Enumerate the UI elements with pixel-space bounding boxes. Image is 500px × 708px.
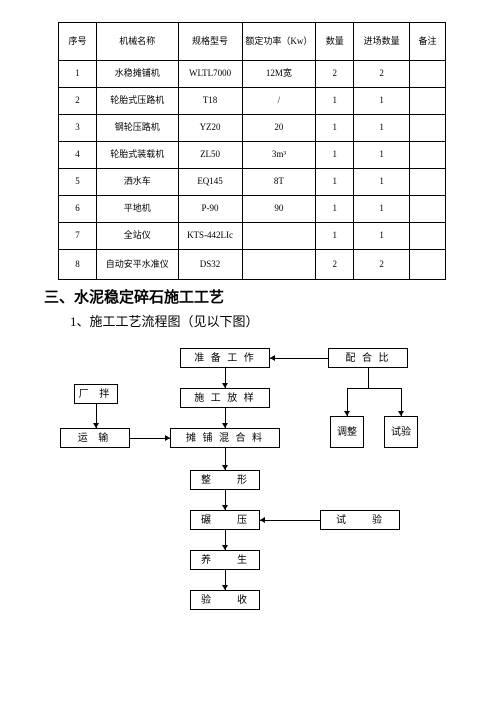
cell: 2: [316, 61, 354, 88]
node-factory: 厂 拌: [74, 384, 118, 404]
cell: 1: [316, 169, 354, 196]
edge: [368, 368, 369, 388]
arrow-down-icon: [222, 505, 228, 510]
cell: 1: [59, 61, 97, 88]
cell: 2: [316, 250, 354, 280]
node-cure: 养 生: [190, 550, 260, 570]
cell: [410, 169, 446, 196]
cell: 3: [59, 115, 97, 142]
arrow-down-icon: [222, 383, 228, 388]
arrow-down-icon: [222, 465, 228, 470]
cell: 1: [316, 196, 354, 223]
edge: [130, 438, 170, 439]
cell: 1: [354, 115, 410, 142]
cell: ZL50: [178, 142, 242, 169]
node-mix-ratio: 配 合 比: [328, 348, 408, 368]
cell: 2: [59, 88, 97, 115]
cell: 1: [316, 142, 354, 169]
arrow-left-icon: [270, 355, 275, 361]
cell: P-90: [178, 196, 242, 223]
cell: 1: [354, 196, 410, 223]
node-accept: 验 收: [190, 590, 260, 610]
arrow-down-icon: [222, 545, 228, 550]
cell: 1: [354, 169, 410, 196]
cell: T18: [178, 88, 242, 115]
arrow-right-icon: [165, 435, 170, 441]
cell: 4: [59, 142, 97, 169]
node-shaping: 整 形: [190, 470, 260, 490]
cell: [410, 223, 446, 250]
section-title: 三、水泥稳定碎石施工工艺: [44, 286, 460, 307]
cell: DS32: [178, 250, 242, 280]
cell: 轮胎式装载机: [96, 142, 178, 169]
th-qty: 数量: [316, 23, 354, 61]
cell: 全站仪: [96, 223, 178, 250]
cell: 1: [316, 115, 354, 142]
flowchart: 准 备 工 作 配 合 比 厂 拌 施 工 放 样 运 输 摊 铺 混 合 料 …: [40, 348, 460, 668]
cell: 平地机: [96, 196, 178, 223]
cell: 洒水车: [96, 169, 178, 196]
cell: [410, 115, 446, 142]
cell: 6: [59, 196, 97, 223]
arrow-down-icon: [344, 411, 350, 416]
arrow-left-icon: [260, 517, 265, 523]
cell: 1: [354, 142, 410, 169]
node-prepare: 准 备 工 作: [180, 348, 270, 368]
cell: 2: [354, 250, 410, 280]
th-model: 规格型号: [178, 23, 242, 61]
cell: 1: [316, 88, 354, 115]
cell: [410, 88, 446, 115]
cell: [242, 223, 316, 250]
cell: EQ145: [178, 169, 242, 196]
cell: 90: [242, 196, 316, 223]
cell: [242, 250, 316, 280]
cell: WLTL7000: [178, 61, 242, 88]
cell: 8: [59, 250, 97, 280]
cell: 5: [59, 169, 97, 196]
cell: [410, 61, 446, 88]
cell: 7: [59, 223, 97, 250]
cell: YZ20: [178, 115, 242, 142]
th-power: 额定功率（Kw）: [242, 23, 316, 61]
th-remark: 备注: [410, 23, 446, 61]
cell: 钢轮压路机: [96, 115, 178, 142]
cell: 1: [354, 88, 410, 115]
node-adjust: 调整: [330, 416, 364, 448]
cell: [410, 250, 446, 280]
cell: KTS-442LIc: [178, 223, 242, 250]
arrow-down-icon: [222, 423, 228, 428]
cell: 8T: [242, 169, 316, 196]
cell: 轮胎式压路机: [96, 88, 178, 115]
cell: /: [242, 88, 316, 115]
cell: [410, 142, 446, 169]
node-roll: 碾 压: [190, 510, 260, 530]
arrow-down-icon: [93, 423, 99, 428]
cell: 1: [354, 223, 410, 250]
node-stake: 施 工 放 样: [180, 388, 270, 408]
cell: 1: [316, 223, 354, 250]
cell: 自动安平水准仪: [96, 250, 178, 280]
cell: 12M宽: [242, 61, 316, 88]
node-spread: 摊 铺 混 合 料: [170, 428, 280, 448]
edge: [347, 388, 401, 389]
cell: 20: [242, 115, 316, 142]
cell: 2: [354, 61, 410, 88]
node-trial2: 试 验: [320, 510, 400, 530]
node-trial: 试验: [384, 416, 418, 448]
cell: 3m³: [242, 142, 316, 169]
equipment-table: 序号 机械名称 规格型号 额定功率（Kw） 数量 进场数量 备注 1水稳摊铺机W…: [58, 22, 446, 280]
node-transport: 运 输: [60, 428, 130, 448]
th-seq: 序号: [59, 23, 97, 61]
edge: [260, 520, 320, 521]
arrow-down-icon: [398, 411, 404, 416]
cell: 水稳摊铺机: [96, 61, 178, 88]
th-name: 机械名称: [96, 23, 178, 61]
sub-title: 1、施工工艺流程图（见以下图）: [70, 311, 460, 330]
edge: [270, 358, 328, 359]
arrow-down-icon: [222, 585, 228, 590]
cell: [410, 196, 446, 223]
th-onsite: 进场数量: [354, 23, 410, 61]
